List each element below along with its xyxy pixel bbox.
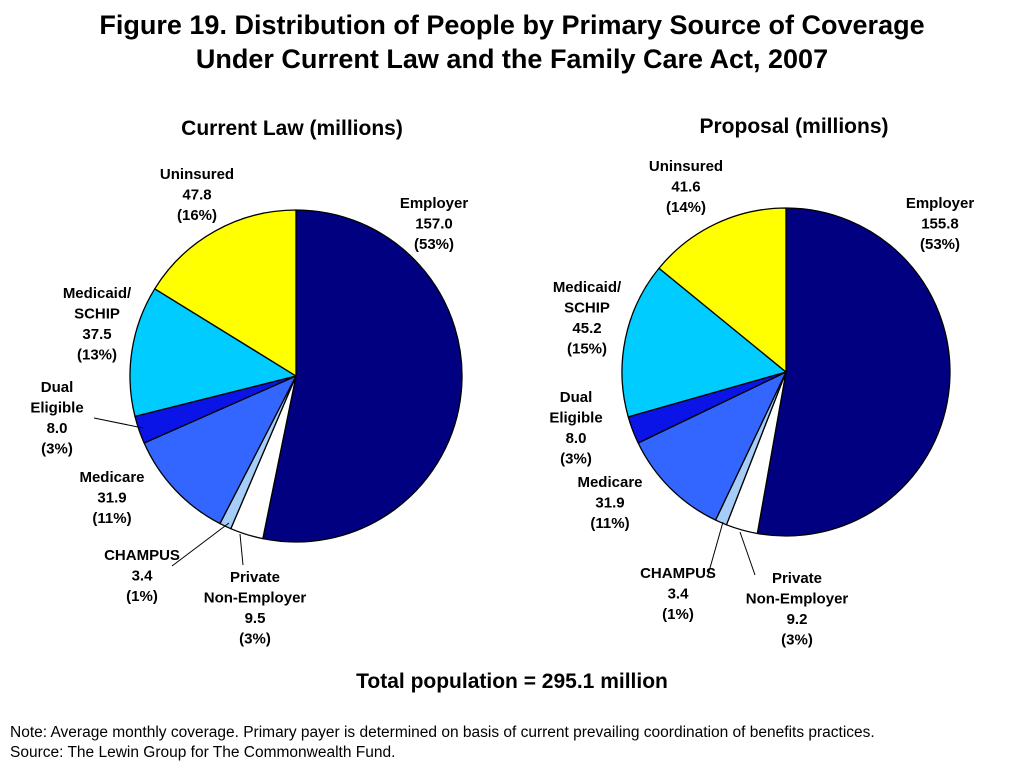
pie-charts: Current Law (millions) Employer 157.0 (53%)… <box>30 115 975 649</box>
current-law-label-medicare: Medicare 31.9 (11%) <box>79 469 144 527</box>
proposal-chart-title: Proposal (millions) <box>699 115 888 138</box>
current-law-slice-uninsured <box>154 209 297 377</box>
source-text: Source: The Lewin Group for The Commonwe… <box>10 744 396 761</box>
current-law-chart-title: Current Law (millions) <box>181 117 403 140</box>
proposal-label-dual-eligible: Dual Eligible 8.0 (3%) <box>549 389 602 468</box>
current-law-slice-medicare <box>143 375 297 525</box>
figure-title: Figure 19. Distribution of People by Pri… <box>0 8 1024 76</box>
total-population: Total population = 295.1 million <box>356 670 668 693</box>
proposal-label-uninsured: Uninsured 41.6 (14%) <box>649 158 723 216</box>
notes-block: Note: Average monthly coverage. Primary … <box>10 723 875 763</box>
proposal-slice-medicaid-schip <box>621 267 787 418</box>
current-law-label-employer: Employer 157.0 (53%) <box>400 195 469 253</box>
proposal-leader-private-non-employer <box>739 531 756 576</box>
proposal-label-medicaid-schip: Medicaid/SCHIP 45.2 (15%) <box>553 279 622 358</box>
figure-title-line-2: Under Current Law and the Family Care Ac… <box>195 44 829 74</box>
figure-title-line-1: Figure 19. Distribution of People by Pri… <box>99 10 925 40</box>
current-law-leader-private-non-employer <box>239 533 244 566</box>
proposal-label-medicare: Medicare 31.9 (11%) <box>577 474 642 532</box>
current-law-label-champus: CHAMPUS 3.4 (1%) <box>104 547 180 605</box>
current-law-label-medicaid-schip: Medicaid/SCHIP 37.5 (13%) <box>63 285 132 364</box>
current-law-slice-medicaid-schip <box>129 288 297 417</box>
proposal-slice-medicare <box>637 371 787 521</box>
proposal-label-private-non-employer: Private Non-Employer 9.2 (3%) <box>746 570 849 649</box>
proposal-label-champus: CHAMPUS 3.4 (1%) <box>640 565 716 623</box>
current-law-leader-dual-eligible <box>93 417 144 429</box>
current-law-label-uninsured: Uninsured 47.8 (16%) <box>160 166 234 224</box>
proposal-slice-uninsured <box>658 207 787 373</box>
note-text: Note: Average monthly coverage. Primary … <box>10 724 875 741</box>
current-law-label-private-non-employer: Private Non-Employer 9.5 (3%) <box>204 569 307 648</box>
proposal-leader-champus <box>707 521 724 576</box>
current-law-leader-champus <box>171 522 230 567</box>
proposal-label-employer: Employer 155.8 (53%) <box>906 195 975 253</box>
current-law-slice-employer <box>262 209 463 543</box>
proposal-slice-employer <box>756 207 951 537</box>
current-law-label-dual-eligible: Dual Eligible 8.0 (3%) <box>30 379 83 458</box>
